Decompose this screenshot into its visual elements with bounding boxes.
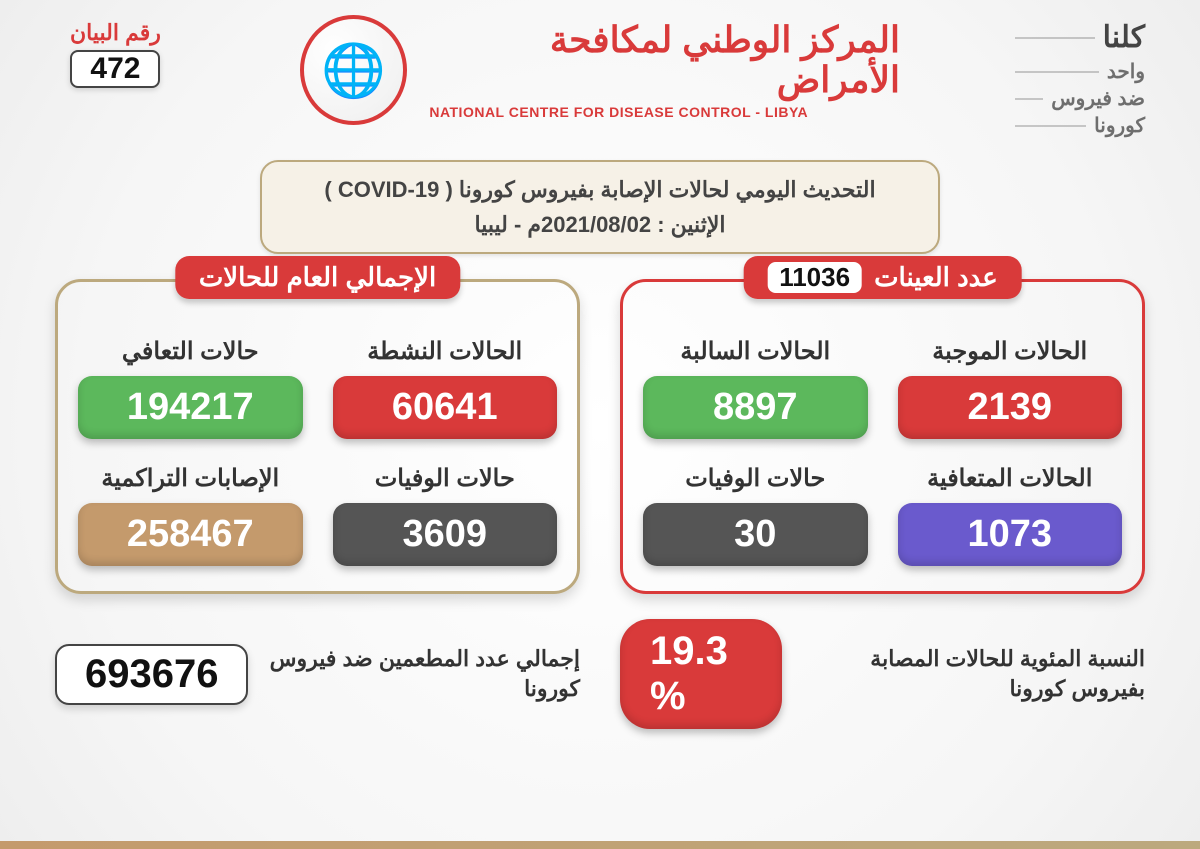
slogan: كلنا واحد ضد فيروس كورونا — [1015, 18, 1145, 140]
percentage-label: النسبة المئوية للحالات المصابة بفيروس كو… — [802, 644, 1145, 706]
daily-grid: الحالات الموجبة 2139 الحالات السالبة 889… — [643, 337, 1122, 566]
stat-label: الحالات السالبة — [643, 337, 868, 366]
bulletin-label: رقم البيان — [70, 20, 161, 46]
header: رقم البيان 472 🌐 المركز الوطني لمكافحة ا… — [0, 0, 1200, 160]
stat-label: الحالات الموجبة — [898, 337, 1123, 366]
stat-value: 8897 — [643, 376, 868, 439]
stat-label: الحالات المتعافية — [898, 464, 1123, 493]
footer: النسبة المئوية للحالات المصابة بفيروس كو… — [0, 594, 1200, 729]
stat-label: حالات الوفيات — [643, 464, 868, 493]
stat-label: الحالات النشطة — [333, 337, 558, 366]
stat-label: حالات الوفيات — [333, 464, 558, 493]
bulletin-badge: رقم البيان 472 — [70, 20, 161, 88]
stat-cumulative: الإصابات التراكمية 258467 — [78, 464, 303, 566]
stat-positive: الحالات الموجبة 2139 — [898, 337, 1123, 439]
stat-label: حالات التعافي — [78, 337, 303, 366]
stat-value: 3609 — [333, 503, 558, 566]
stat-value: 1073 — [898, 503, 1123, 566]
title-line-1: التحديث اليومي لحالات الإصابة بفيروس كور… — [282, 172, 918, 207]
brand-text: المركز الوطني لمكافحة الأمراض NATIONAL C… — [429, 20, 900, 119]
daily-tab-value: 11036 — [767, 262, 862, 293]
stat-deaths-total: حالات الوفيات 3609 — [333, 464, 558, 566]
total-tab-label: الإجمالي العام للحالات — [199, 262, 436, 293]
stat-negative: الحالات السالبة 8897 — [643, 337, 868, 439]
daily-tab: عدد العينات 11036 — [743, 256, 1022, 299]
bottom-bar — [0, 841, 1200, 849]
stat-deaths: حالات الوفيات 30 — [643, 464, 868, 566]
panel-total: الإجمالي العام للحالات الحالات النشطة 60… — [55, 279, 580, 594]
slogan-line-4: كورونا — [1094, 113, 1145, 140]
slogan-line-1: كلنا — [1103, 18, 1145, 59]
stat-value: 30 — [643, 503, 868, 566]
total-grid: الحالات النشطة 60641 حالات التعافي 19421… — [78, 337, 557, 566]
stat-value: 60641 — [333, 376, 558, 439]
title-line-2: الإثنين : 2021/08/02م - ليبيا — [282, 207, 918, 242]
globe-logo-icon: 🌐 — [300, 15, 407, 125]
stat-value: 258467 — [78, 503, 303, 566]
stat-active: الحالات النشطة 60641 — [333, 337, 558, 439]
brand: 🌐 المركز الوطني لمكافحة الأمراض NATIONAL… — [300, 15, 900, 125]
percentage-group: النسبة المئوية للحالات المصابة بفيروس كو… — [620, 619, 1145, 729]
daily-tab-label: عدد العينات — [874, 262, 998, 293]
brand-en: NATIONAL CENTRE FOR DISEASE CONTROL - LI… — [429, 104, 900, 120]
vaccinated-value: 693676 — [55, 644, 248, 705]
vaccinated-group: إجمالي عدد المطعمين ضد فيروس كورونا 6936… — [55, 644, 580, 706]
stat-recovered-total: حالات التعافي 194217 — [78, 337, 303, 439]
stat-label: الإصابات التراكمية — [78, 464, 303, 493]
stat-recovered: الحالات المتعافية 1073 — [898, 464, 1123, 566]
stat-value: 2139 — [898, 376, 1123, 439]
slogan-line-2: واحد — [1107, 59, 1145, 86]
main: عدد العينات 11036 الحالات الموجبة 2139 ا… — [0, 254, 1200, 594]
percentage-value: 19.3 % — [620, 619, 782, 729]
bulletin-number: 472 — [70, 50, 160, 88]
slogan-line-3: ضد فيروس — [1051, 86, 1145, 113]
brand-ar: المركز الوطني لمكافحة الأمراض — [429, 20, 900, 99]
panel-daily: عدد العينات 11036 الحالات الموجبة 2139 ا… — [620, 279, 1145, 594]
total-tab: الإجمالي العام للحالات — [175, 256, 460, 299]
title-box: التحديث اليومي لحالات الإصابة بفيروس كور… — [260, 160, 940, 254]
vaccinated-label: إجمالي عدد المطعمين ضد فيروس كورونا — [268, 644, 580, 706]
stat-value: 194217 — [78, 376, 303, 439]
